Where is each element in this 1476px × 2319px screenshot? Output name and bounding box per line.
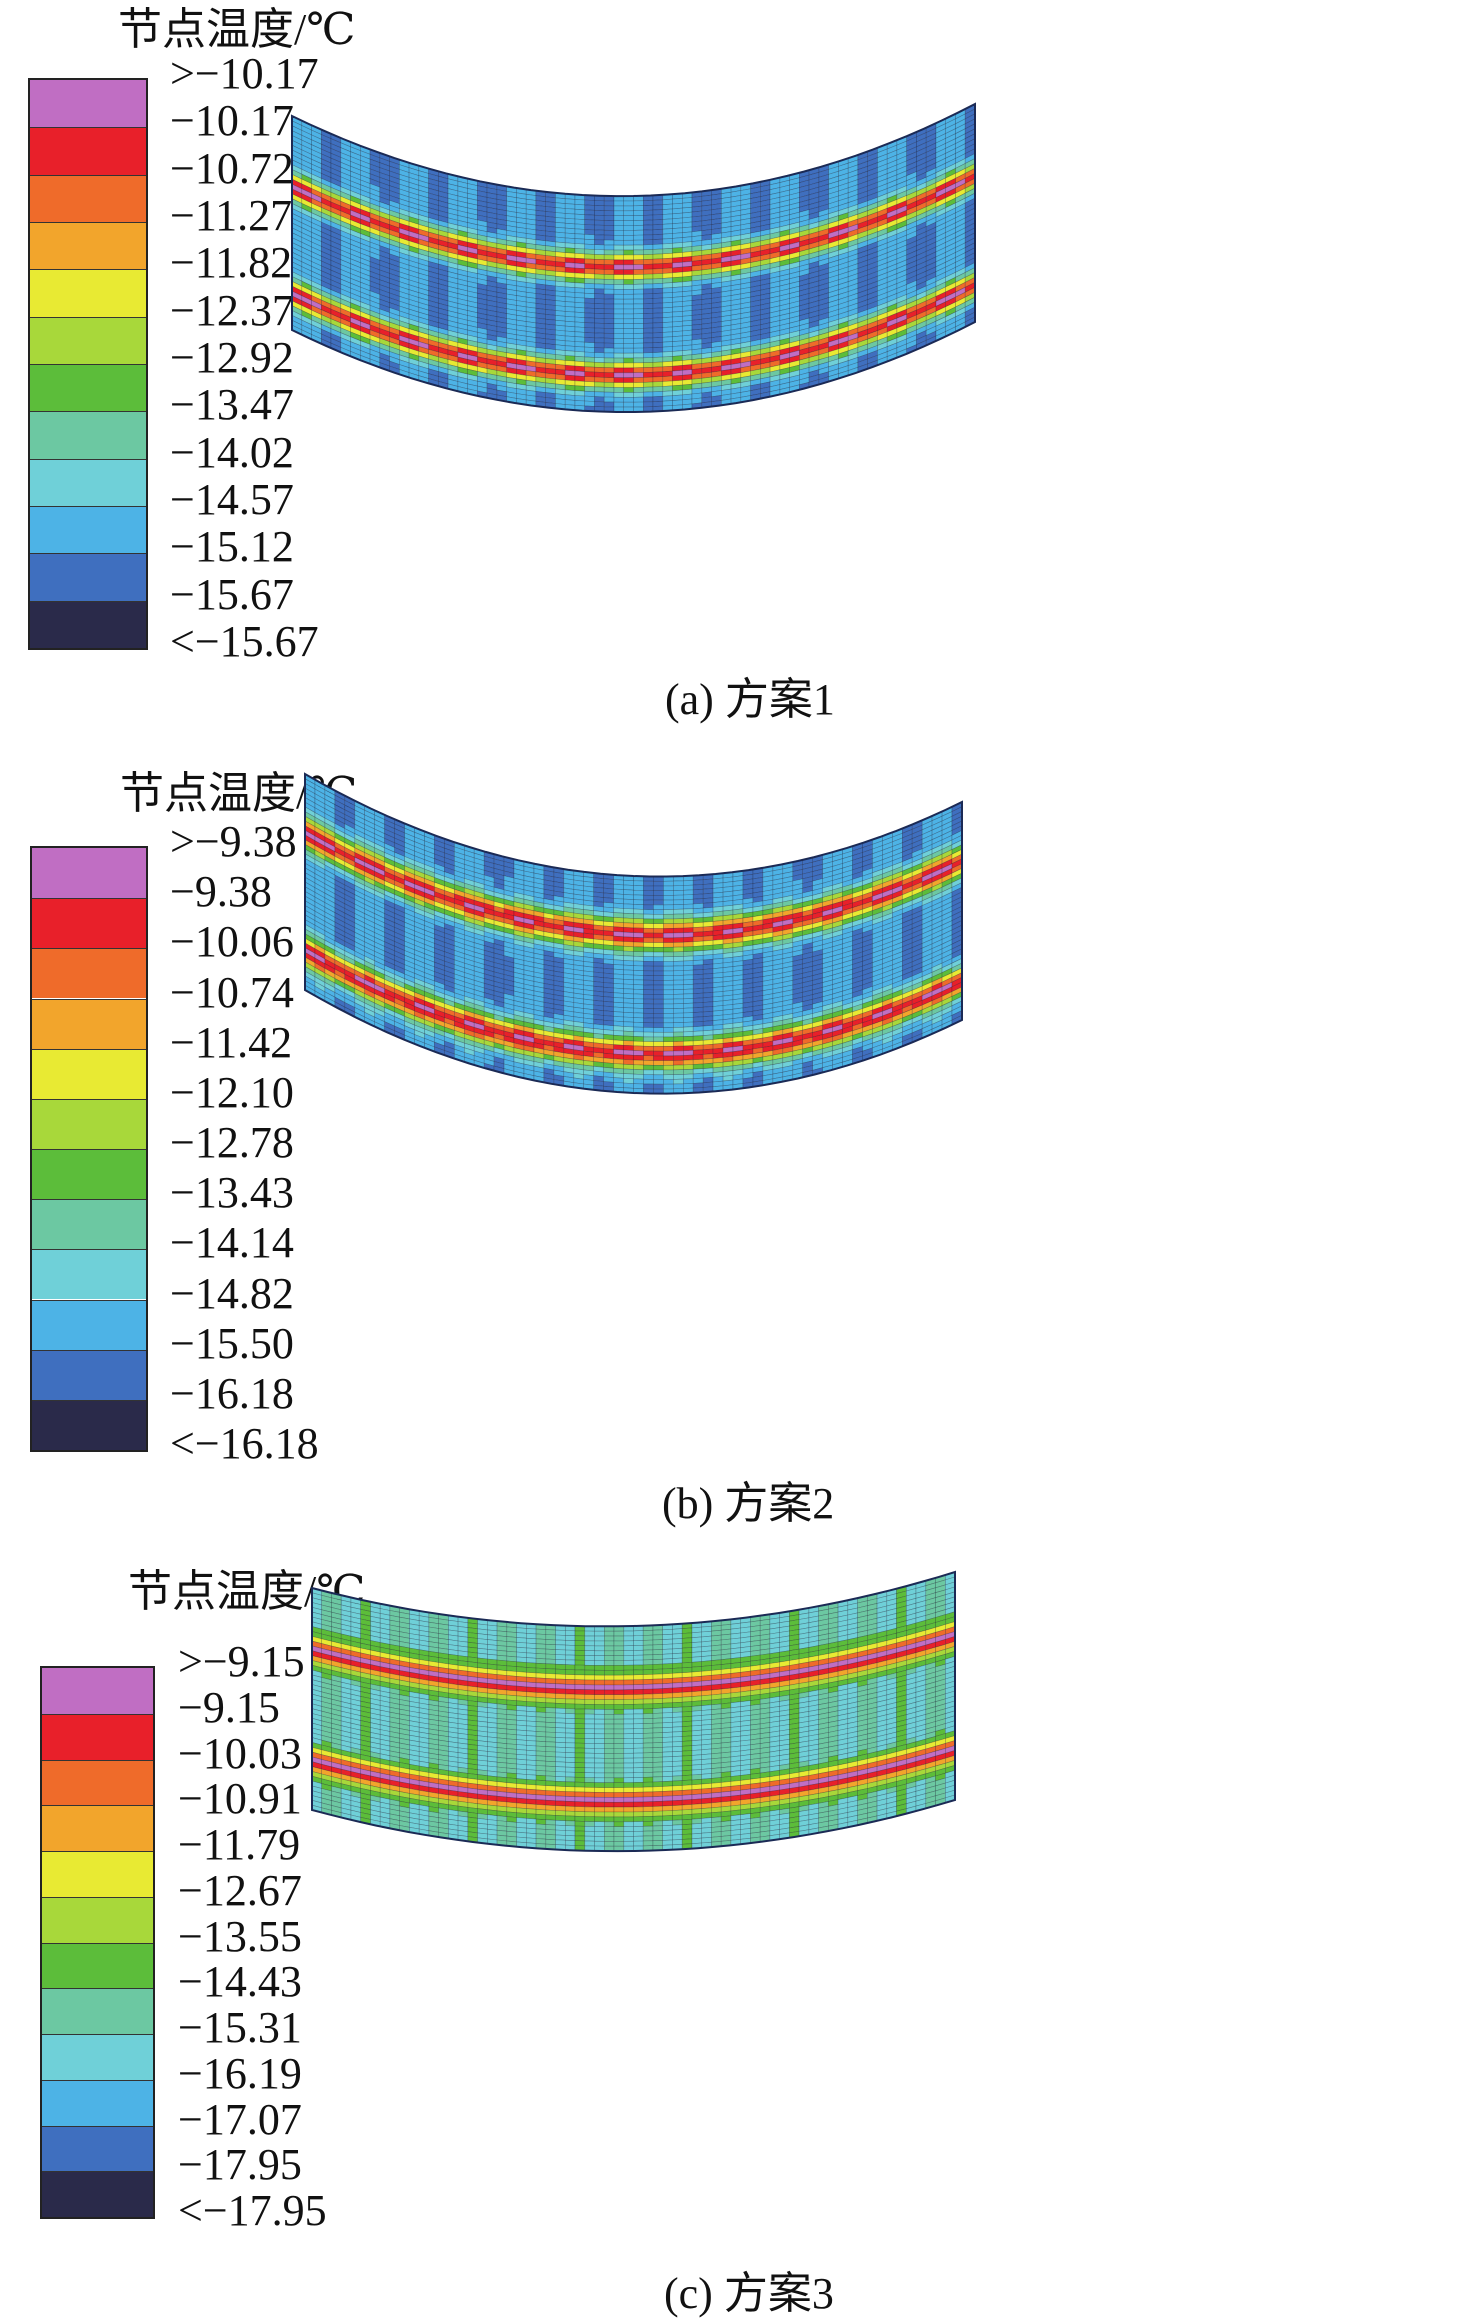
panel-scheme-2: 节点温度/℃ >−9.38 −9.38 −10.06 −10.74 −11.42 −12.… [0, 770, 1476, 1560]
legend-swatch [32, 1199, 146, 1250]
legend-tick-label: −15.50 [170, 1318, 294, 1368]
legend-tick-label: −13.43 [170, 1168, 294, 1218]
legend-swatch [42, 1942, 153, 1989]
legend-swatch [42, 1668, 153, 1714]
legend-swatch [30, 269, 146, 317]
legend-swatch [42, 2079, 153, 2126]
legend-tick-label: −12.10 [170, 1067, 294, 1117]
legend-tick-label: >−9.38 [170, 817, 297, 866]
legend-swatch [32, 1399, 146, 1450]
temperature-contour-plot [304, 772, 963, 1095]
color-legend [30, 846, 148, 1452]
legend-tick-label: −13.55 [178, 1911, 302, 1961]
legend-swatch [32, 1098, 146, 1149]
legend-swatch [30, 600, 146, 648]
temperature-contour-plot [291, 102, 976, 413]
panel-caption: (a) 方案1 [665, 675, 835, 724]
legend-tick-label: −10.06 [170, 917, 294, 967]
panel-scheme-1: 节点温度/℃ >−10.17 −10.17 −10.72 −11.27 −11.82 −1… [0, 0, 1476, 760]
legend-tick-label: −10.91 [178, 1774, 302, 1824]
shell-outline [291, 102, 976, 413]
legend-swatch [42, 1713, 153, 1760]
legend-tick-label: −17.95 [178, 2140, 302, 2190]
legend-tick-label: −13.47 [170, 380, 294, 430]
legend-swatch [42, 2125, 153, 2172]
legend-swatch [42, 1759, 153, 1806]
legend-tick-label: −10.17 [170, 96, 294, 146]
legend-tick-label: <−17.95 [178, 2186, 327, 2235]
legend-tick-label: −16.19 [178, 2048, 302, 2098]
legend-tick-label: <−15.67 [170, 617, 319, 666]
legend-swatch [42, 1805, 153, 1851]
legend-swatch [32, 1349, 146, 1400]
legend-swatch [42, 1988, 153, 2034]
legend-tick-label: −12.78 [170, 1118, 294, 1167]
legend-tick-label: −10.03 [178, 1728, 302, 1778]
legend-tick-label: −15.12 [170, 522, 294, 572]
legend-swatch [30, 222, 146, 270]
mesh-grid [304, 773, 963, 1094]
legend-swatch [32, 948, 146, 999]
panel-caption: (b) 方案2 [662, 1479, 835, 1528]
legend-swatch [32, 1299, 146, 1350]
mesh-grid [291, 103, 976, 413]
legend-tick-label: −14.82 [170, 1268, 294, 1318]
shell-outline [311, 1570, 956, 1853]
shell-outline [304, 772, 963, 1095]
legend-swatch [30, 506, 146, 554]
temperature-contour-plot [311, 1570, 956, 1853]
legend-tick-label: −14.02 [170, 427, 294, 477]
color-legend [40, 1666, 155, 2219]
legend-tick-label: −14.57 [170, 475, 294, 524]
panel-scheme-3: 节点温度/℃ >−9.15 −9.15 −10.03 −10.91 −11.79 −12.… [0, 1570, 1476, 2319]
legend-tick-label: −12.92 [170, 333, 294, 382]
legend-tick-label: −10.74 [170, 967, 294, 1017]
legend-tick-label: <−16.18 [170, 1419, 319, 1468]
legend-tick-label: −11.82 [170, 238, 293, 288]
legend-tick-label: >−10.17 [170, 49, 319, 98]
legend-swatch [30, 127, 146, 175]
legend-swatch [30, 411, 146, 459]
legend-swatch [42, 1851, 153, 1897]
legend-swatch [30, 174, 146, 222]
legend-tick-label: −9.15 [178, 1682, 280, 1732]
legend-tick-label: −17.07 [178, 2094, 302, 2144]
legend-swatch [32, 998, 146, 1049]
legend-tick-label: −15.67 [170, 569, 294, 619]
legend-swatch [32, 1149, 146, 1200]
legend-swatch [30, 553, 146, 601]
legend-tick-label: −14.14 [170, 1218, 294, 1268]
legend-swatch [32, 898, 146, 949]
legend-tick-label: >−9.15 [178, 1637, 305, 1686]
legend-tick-label: −11.42 [170, 1017, 293, 1067]
legend-swatch [32, 848, 146, 899]
legend-swatch [42, 1896, 153, 1943]
legend-swatch [42, 2171, 153, 2217]
mesh-grid [311, 1571, 956, 1852]
legend-tick-label: −15.31 [178, 2003, 302, 2052]
legend-swatch [30, 80, 146, 128]
legend-swatch [30, 458, 146, 506]
legend-swatch [32, 1249, 146, 1300]
legend-tick-label: −10.72 [170, 143, 294, 193]
legend-swatch [30, 316, 146, 364]
panel-caption: (c) 方案3 [664, 2269, 834, 2318]
legend-tick-label: −11.27 [170, 191, 293, 240]
legend-tick-label: −9.38 [170, 867, 272, 917]
legend-swatch [32, 1048, 146, 1099]
legend-tick-label: −12.67 [178, 1865, 302, 1915]
legend-swatch [30, 364, 146, 412]
legend-title: 节点温度/℃ [118, 5, 356, 54]
legend-tick-label: −11.79 [178, 1820, 301, 1869]
legend-tick-label: −14.43 [178, 1957, 302, 2007]
legend-tick-label: −16.18 [170, 1368, 294, 1418]
color-legend [28, 78, 148, 650]
legend-tick-label: −12.37 [170, 285, 294, 335]
legend-swatch [42, 2034, 153, 2080]
